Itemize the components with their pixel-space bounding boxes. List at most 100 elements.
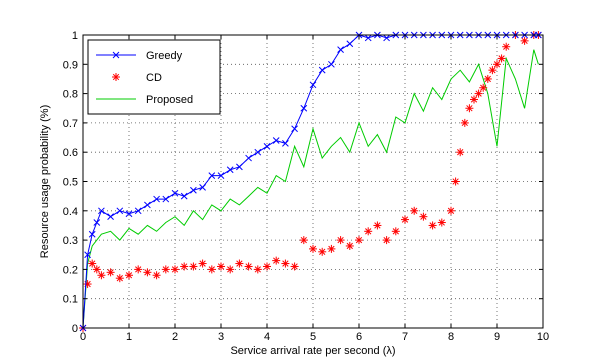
data-point-cd bbox=[88, 259, 97, 268]
data-point-greedy bbox=[309, 81, 317, 89]
data-point-greedy bbox=[199, 184, 206, 191]
data-point-cd bbox=[364, 227, 373, 236]
x-tick-label: 2 bbox=[172, 331, 178, 343]
data-point-cd bbox=[382, 236, 391, 245]
data-point-cd bbox=[143, 268, 152, 277]
data-point-cd bbox=[345, 241, 354, 250]
x-tick-label: 0 bbox=[80, 331, 86, 343]
data-point-greedy bbox=[116, 207, 124, 215]
data-point-cd bbox=[460, 118, 469, 127]
data-point-cd bbox=[355, 236, 363, 245]
data-point-greedy bbox=[291, 125, 298, 133]
x-axis-label: Service arrival rate per second (λ) bbox=[230, 345, 395, 357]
x-tick-label: 10 bbox=[537, 331, 549, 343]
data-point-cd bbox=[125, 271, 133, 280]
legend-item-cd: CD bbox=[112, 72, 162, 84]
data-point-cd bbox=[428, 221, 437, 230]
data-point-greedy bbox=[162, 195, 170, 203]
data-point-cd bbox=[171, 265, 179, 274]
y-tick-label: 0.1 bbox=[63, 294, 78, 306]
data-point-greedy bbox=[98, 207, 105, 215]
legend: Greedy CD Proposed bbox=[87, 39, 221, 115]
data-point-cd bbox=[493, 60, 501, 69]
data-point-greedy bbox=[93, 219, 101, 226]
data-point-cd bbox=[134, 265, 143, 274]
data-point-cd bbox=[391, 227, 400, 236]
data-point-cd bbox=[217, 262, 225, 271]
data-point-greedy bbox=[134, 207, 142, 215]
y-tick-label: 0.4 bbox=[63, 206, 78, 218]
data-point-cd bbox=[244, 262, 253, 271]
data-point-greedy bbox=[245, 154, 252, 162]
data-point-greedy bbox=[190, 186, 197, 194]
data-point-greedy bbox=[226, 166, 234, 174]
x-tick-label: 8 bbox=[448, 331, 454, 343]
x-tick-label: 4 bbox=[264, 331, 270, 343]
data-point-cd bbox=[263, 262, 271, 271]
legend-box bbox=[87, 39, 221, 115]
data-point-cd bbox=[502, 42, 511, 51]
data-point-greedy bbox=[217, 172, 225, 179]
y-tick-label: 1 bbox=[72, 30, 78, 42]
data-point-greedy bbox=[300, 104, 308, 112]
data-point-cd bbox=[299, 236, 308, 245]
data-point-cd bbox=[253, 265, 262, 274]
data-point-cd bbox=[92, 265, 101, 274]
x-tick-label: 3 bbox=[218, 331, 224, 343]
legend-item-proposed: Proposed bbox=[96, 94, 193, 106]
y-tick-label: 0.3 bbox=[63, 235, 78, 247]
data-point-greedy bbox=[263, 142, 271, 150]
legend-swatch-marker bbox=[112, 51, 120, 59]
data-point-cd bbox=[447, 206, 455, 215]
y-tick-label: 0.8 bbox=[63, 89, 78, 101]
data-point-cd bbox=[451, 177, 460, 186]
data-point-cd bbox=[235, 259, 244, 268]
x-tick-label: 6 bbox=[356, 331, 362, 343]
data-point-cd bbox=[456, 148, 465, 157]
y-tick-label: 0.5 bbox=[63, 177, 78, 189]
y-axis-label: Resource usage probability (%) bbox=[39, 105, 51, 258]
data-point-cd bbox=[474, 89, 483, 98]
data-point-cd bbox=[161, 265, 170, 274]
data-point-greedy bbox=[254, 148, 262, 156]
data-point-cd bbox=[419, 212, 428, 221]
data-point-greedy bbox=[328, 60, 335, 68]
data-point-cd bbox=[470, 95, 478, 104]
data-point-greedy bbox=[346, 40, 354, 48]
data-point-cd bbox=[483, 74, 492, 83]
legend-item-greedy: Greedy bbox=[96, 50, 183, 62]
x-tick-label: 5 bbox=[310, 331, 316, 343]
data-point-greedy bbox=[208, 172, 216, 179]
data-point-cd bbox=[373, 221, 382, 230]
data-point-cd bbox=[318, 247, 327, 256]
x-tick-label: 9 bbox=[494, 331, 500, 343]
data-point-greedy bbox=[364, 34, 372, 42]
data-point-cd bbox=[309, 244, 317, 253]
series-proposed bbox=[82, 49, 539, 329]
data-point-cd bbox=[152, 271, 161, 280]
data-point-greedy bbox=[236, 163, 243, 171]
y-tick-label: 0.2 bbox=[63, 264, 78, 276]
data-point-cd bbox=[290, 262, 299, 271]
data-point-cd bbox=[226, 265, 235, 274]
data-point-greedy bbox=[84, 251, 91, 259]
legend-label-cd: CD bbox=[146, 72, 162, 84]
data-point-cd bbox=[497, 54, 506, 63]
data-point-greedy bbox=[107, 213, 114, 221]
data-point-cd bbox=[437, 218, 446, 227]
data-point-cd bbox=[410, 206, 419, 215]
series-layer bbox=[79, 31, 543, 332]
data-point-cd bbox=[465, 104, 474, 113]
x-tick-label: 1 bbox=[126, 331, 132, 343]
data-point-greedy bbox=[171, 189, 179, 197]
data-point-greedy bbox=[272, 137, 280, 144]
data-point-greedy bbox=[337, 46, 344, 54]
x-tick-label: 7 bbox=[402, 331, 408, 343]
data-point-cd bbox=[207, 265, 216, 274]
data-point-greedy bbox=[88, 230, 96, 238]
legend-swatch-marker bbox=[112, 73, 120, 81]
series-line-proposed bbox=[82, 49, 539, 329]
data-point-cd bbox=[281, 259, 290, 268]
data-point-greedy bbox=[153, 195, 160, 203]
